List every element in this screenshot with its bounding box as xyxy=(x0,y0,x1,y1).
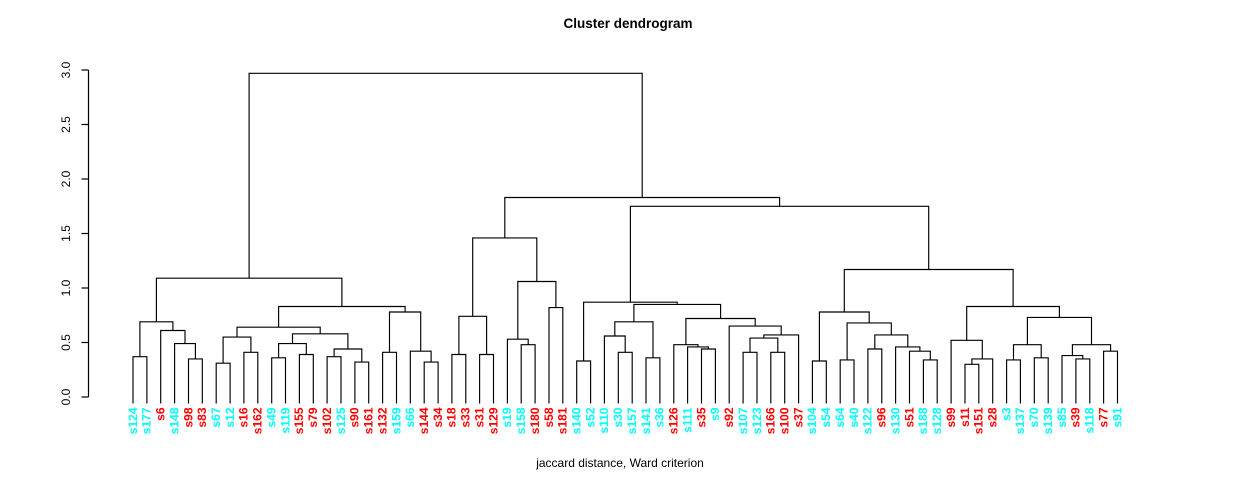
leaf-label: s18 xyxy=(445,407,459,427)
leaf-label: s148 xyxy=(167,407,181,434)
leaf-label: s91 xyxy=(1110,407,1124,427)
leaf-label: s39 xyxy=(1069,407,1083,427)
leaf-label: s99 xyxy=(944,407,958,427)
y-axis: 0.0 0.5 1.0 1.5 2.0 2.5 3.0 xyxy=(59,61,90,405)
leaf-label: s180 xyxy=(528,407,542,434)
leaf-label: s162 xyxy=(251,407,265,434)
y-tick-label: 3.0 xyxy=(59,61,73,78)
leaf-label: s30 xyxy=(611,407,625,427)
leaf-label: s98 xyxy=(181,407,195,427)
leaf-label: s28 xyxy=(986,407,1000,427)
leaf-label: s177 xyxy=(140,407,154,434)
leaf-labels: s124 s177 s6 s148 s98 s83 s67 s12 s16 s162 s49 s119… xyxy=(126,407,1124,434)
xaxis-caption: jaccard distance, Ward criterion xyxy=(535,456,704,470)
leaf-label: s52 xyxy=(583,407,597,427)
leaf-label: s34 xyxy=(431,407,445,427)
leaf-label: s181 xyxy=(556,407,570,434)
leaf-label: s139 xyxy=(1041,407,1055,434)
leaf-label: s157 xyxy=(625,407,639,434)
leaf-label: s12 xyxy=(223,407,237,427)
leaf-label: s141 xyxy=(639,407,653,434)
leaf-label: s51 xyxy=(902,407,916,427)
leaf-label: s140 xyxy=(570,407,584,434)
dendrogram-links xyxy=(132,72,1119,404)
leaf-label: s6 xyxy=(154,407,168,421)
leaf-label: s92 xyxy=(722,407,736,427)
leaf-label: s67 xyxy=(209,407,223,427)
leaf-label: s130 xyxy=(888,407,902,434)
leaf-label: s122 xyxy=(861,407,875,434)
leaf-label: s118 xyxy=(1083,407,1097,433)
leaf-label: s155 xyxy=(292,407,306,434)
leaf-label: s100 xyxy=(778,407,792,434)
leaf-label: s129 xyxy=(486,407,500,434)
leaf-label: s124 xyxy=(126,407,140,434)
leaf-label: s19 xyxy=(500,407,514,427)
leaf-label: s70 xyxy=(1027,407,1041,427)
leaf-label: s49 xyxy=(265,407,279,427)
leaf-label: s132 xyxy=(375,407,389,434)
leaf-label: s158 xyxy=(514,407,528,434)
leaf-label: s144 xyxy=(417,407,431,434)
y-tick-label: 2.0 xyxy=(59,170,73,187)
leaf-label: s79 xyxy=(306,407,320,427)
leaf-label: s64 xyxy=(833,407,847,427)
leaf-label: s83 xyxy=(195,407,209,427)
leaf-label: s102 xyxy=(320,407,334,434)
leaf-label: s96 xyxy=(875,407,889,427)
y-tick-label: 0.5 xyxy=(59,334,73,351)
leaf-label: s77 xyxy=(1096,407,1110,427)
leaf-label: s159 xyxy=(389,407,403,434)
leaf-label: s33 xyxy=(459,407,473,427)
leaf-label: s137 xyxy=(1013,407,1027,434)
leaf-label: s35 xyxy=(694,407,708,427)
leaf-label: s36 xyxy=(653,407,667,427)
leaf-label: s54 xyxy=(819,407,833,427)
y-tick-label: 1.5 xyxy=(59,225,73,242)
leaf-label: s151 xyxy=(972,407,986,434)
leaf-label: s11 xyxy=(958,407,972,427)
leaf-label: s58 xyxy=(542,407,556,427)
leaf-label: s111 xyxy=(680,407,694,433)
leaf-label: s161 xyxy=(362,407,376,434)
leaf-label: s110 xyxy=(597,407,611,433)
leaf-label: s107 xyxy=(736,407,750,434)
leaf-label: s66 xyxy=(403,407,417,427)
leaf-label: s3 xyxy=(999,407,1013,421)
y-tick-label: 0.0 xyxy=(59,388,73,405)
leaf-label: s90 xyxy=(348,407,362,427)
leaf-label: s16 xyxy=(237,407,251,427)
leaf-label: s123 xyxy=(750,407,764,434)
leaf-label: s104 xyxy=(805,407,819,434)
chart-title: Cluster dendrogram xyxy=(563,16,692,31)
leaf-label: s40 xyxy=(847,407,861,427)
leaf-label: s128 xyxy=(930,407,944,434)
leaf-label: s85 xyxy=(1055,407,1069,427)
leaf-label: s166 xyxy=(764,407,778,434)
leaf-label: s9 xyxy=(708,407,722,421)
leaf-label: s37 xyxy=(791,407,805,427)
leaf-label: s125 xyxy=(334,407,348,434)
leaf-label: s126 xyxy=(667,407,681,434)
y-tick-label: 1.0 xyxy=(59,279,73,296)
leaf-label: s188 xyxy=(916,407,930,434)
leaf-label: s119 xyxy=(278,407,292,433)
y-tick-label: 2.5 xyxy=(59,116,73,133)
dendrogram-tree xyxy=(132,72,1119,404)
leaf-label: s31 xyxy=(472,407,486,427)
